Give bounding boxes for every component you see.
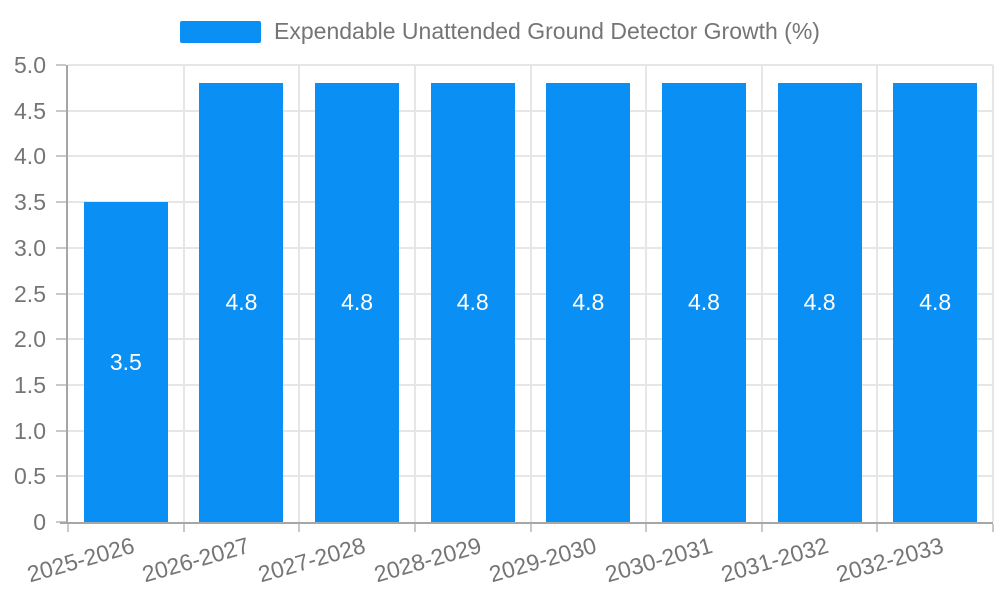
v-gridline (645, 65, 648, 522)
bar-value-label: 3.5 (109, 348, 142, 375)
y-axis-tick-label: 4.0 (14, 143, 46, 170)
x-axis-label: 2028-2029 (370, 532, 484, 588)
bar-value-label: 4.8 (803, 289, 836, 316)
y-axis-tick (56, 292, 66, 295)
bar-value-label: 4.8 (919, 289, 952, 316)
y-axis-tick (56, 383, 66, 386)
plot-area: 3.5 4.8 4.8 4.8 4.8 4.8 4.8 4.8 (56, 64, 994, 532)
v-gridline (529, 65, 532, 522)
y-axis-tick-label: 0.5 (14, 463, 46, 490)
bar-value-label: 4.8 (456, 289, 489, 316)
x-axis-tick (645, 524, 648, 532)
y-axis-tick (56, 429, 66, 432)
x-axis-tick (298, 524, 301, 532)
y-axis-line (66, 65, 68, 524)
v-gridline (298, 65, 301, 522)
y-axis-tick (56, 201, 66, 204)
y-axis-tick (56, 109, 66, 112)
y-axis-tick-label: 3.0 (14, 234, 46, 261)
bar: 4.8 (661, 83, 746, 522)
bar: 4.8 (546, 83, 631, 522)
v-gridline (760, 65, 763, 522)
x-axis-tick (413, 524, 416, 532)
bar: 4.8 (315, 83, 400, 522)
y-axis-tick-label: 0 (33, 509, 46, 535)
y-axis-tick (56, 246, 66, 249)
bar-value-label: 4.8 (572, 289, 605, 316)
x-axis-label: 2026-2027 (139, 532, 253, 588)
bar: 3.5 (83, 202, 168, 522)
y-axis-tick-label: 1.0 (14, 417, 46, 444)
y-axis-tick (56, 64, 66, 66)
x-axis-tick (760, 524, 763, 532)
x-axis-tick (182, 524, 185, 532)
y-axis-tick-label: 2.0 (14, 326, 46, 353)
bar-value-label: 4.8 (687, 289, 720, 316)
y-axis-tick-label: 1.5 (14, 371, 46, 398)
y-axis-tick (56, 155, 66, 158)
x-axis-label: 2032-2033 (833, 532, 947, 588)
x-axis-label: 2027-2028 (255, 532, 369, 588)
v-gridline (413, 65, 416, 522)
bar: 4.8 (893, 83, 978, 522)
y-axis-tick-label: 5.0 (14, 52, 46, 78)
x-axis-label: 2030-2031 (602, 532, 716, 588)
legend-label: Expendable Unattended Ground Detector Gr… (274, 18, 820, 45)
x-axis-tick (992, 524, 994, 532)
x-axis-label: 2029-2030 (486, 532, 600, 588)
y-axis-tick (56, 338, 66, 341)
bar-value-label: 4.8 (341, 289, 374, 316)
x-axis-label: 2025-2026 (24, 532, 137, 588)
bar-value-label: 4.8 (225, 289, 258, 316)
y-axis-tick (56, 475, 66, 478)
y-axis-tick-label: 2.5 (14, 280, 46, 307)
bar: 4.8 (777, 83, 862, 522)
x-axis-label: 2031-2032 (717, 532, 831, 588)
bar: 4.8 (199, 83, 284, 522)
v-gridline (182, 65, 185, 522)
y-axis-tick-label: 3.5 (14, 189, 46, 216)
legend-swatch (180, 21, 262, 43)
x-axis-tick (67, 524, 69, 532)
v-gridline (992, 65, 994, 522)
x-axis-tick (876, 524, 879, 532)
x-axis-tick (529, 524, 532, 532)
v-gridline (876, 65, 879, 522)
y-axis-tick-label: 4.5 (14, 97, 46, 124)
bar: 4.8 (430, 83, 515, 522)
x-axis-line (60, 522, 993, 524)
legend[interactable]: Expendable Unattended Ground Detector Gr… (0, 17, 1000, 47)
